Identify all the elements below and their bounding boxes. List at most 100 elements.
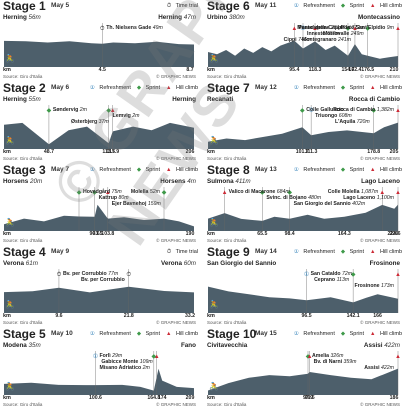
finish-name: Lago Laceno xyxy=(361,178,400,185)
marker-label: Ceprano 113m xyxy=(314,277,349,283)
marker-name: San Giorgio del Sannio xyxy=(293,201,351,207)
stage-panel: Stage 5 May 10 ① Refreshment ◆ Sprint ▲ Hill… xyxy=(2,329,198,409)
marker-elevation: 1,382m xyxy=(376,107,394,113)
marker-label: Bv. per Corrubbio 77m xyxy=(63,271,118,277)
marker-elevation: 241m xyxy=(337,37,351,43)
legend-item-hill_climb: ▲ Hill climb xyxy=(370,85,402,91)
legend-item-sprint: ◆ Sprint xyxy=(340,85,365,91)
marker-elevation: 52m xyxy=(149,189,160,195)
km-tick-label: 4.5 xyxy=(98,67,106,73)
stage-header: Stage 7 May 12 ① Refreshment ◆ Sprint ▲ Hill… xyxy=(206,83,402,95)
stage-date: May 9 xyxy=(51,248,70,255)
source-note: Source: Giro d'Italia xyxy=(207,156,247,161)
km-tick-label: 186 xyxy=(389,395,399,401)
stage-date: May 13 xyxy=(255,166,277,173)
hill-marker-icon: ▲ xyxy=(291,26,297,32)
credit-note: © GRAPHIC NEWS xyxy=(156,156,196,161)
refreshment-marker-icon: ① xyxy=(304,271,309,278)
profile-area xyxy=(208,122,398,149)
stage-date: May 7 xyxy=(51,166,70,173)
start-elevation: 411m xyxy=(235,178,251,185)
km-tick-label: 205 xyxy=(389,149,399,155)
cyclist-icon: 🚴 xyxy=(5,299,15,309)
stage-title: Stage 2 xyxy=(3,83,46,95)
stage-title: Stage 4 xyxy=(3,247,46,259)
legend-item-refreshment: ① Refreshment xyxy=(293,331,335,337)
legend-label: Hill climb xyxy=(174,167,198,173)
marker-name: Innesto xyxy=(307,31,326,37)
stage-legend: ① Refreshment ◆ Sprint ▲ Hill climb xyxy=(84,167,198,173)
start-name: Civitavecchia xyxy=(207,342,248,349)
source-note: Source: Giro d'Italia xyxy=(3,156,43,161)
start-name: Urbino xyxy=(207,14,228,21)
stage-legend: ① Refreshment ◆ Sprint ▲ Hill climb xyxy=(288,167,402,173)
credit-note: © GRAPHIC NEWS xyxy=(360,238,400,243)
marker-elevation: 480m xyxy=(308,195,322,201)
marker-elevation: 29m xyxy=(112,353,123,359)
marker-name: Bv. per Corrubbio xyxy=(62,271,107,277)
legend-label: Sprint xyxy=(144,85,161,91)
credit-note: © GRAPHIC NEWS xyxy=(156,320,196,325)
elevation-profile: 🚴◆ ① ◆ ▲ xyxy=(208,105,401,149)
time_trial-marker-icon: ⏱ xyxy=(57,271,62,278)
marker-name: Montegranaro xyxy=(301,37,337,43)
km-tick-label: 65.5 xyxy=(257,231,268,237)
stage-date: May 6 xyxy=(51,84,70,91)
sprint-marker-icon: ◆ xyxy=(162,190,167,196)
legend-label: Hill climb xyxy=(378,85,402,91)
marker-elevation: 72m xyxy=(342,271,353,277)
start-name: Herning xyxy=(3,96,27,103)
legend-item-sprint: ◆ Sprint xyxy=(136,167,161,173)
marker-label: Frosinone 173m xyxy=(354,283,394,289)
stage-legend: ① Refreshment ◆ Sprint ▲ Hill climb xyxy=(288,85,402,91)
cyclist-icon: 🚴 xyxy=(5,135,15,145)
start-name: Recanati xyxy=(207,96,234,103)
hill-marker-icon: ▲ xyxy=(395,190,401,196)
start-name: Verona xyxy=(3,260,24,267)
marker-elevation: 173m xyxy=(381,283,394,289)
hill-marker-icon: ▲ xyxy=(105,190,111,196)
profile-area xyxy=(4,204,194,231)
stage-legend: ① Refreshment ◆ Sprint ▲ Hill climb xyxy=(84,85,198,91)
stage-header: Stage 5 May 10 ① Refreshment ◆ Sprint ▲ Hill… xyxy=(2,329,198,341)
start-town: Herning 55m xyxy=(3,96,41,103)
start-town: Horsens 20m xyxy=(3,178,42,185)
source-note: Source: Giro d'Italia xyxy=(207,320,247,325)
km-label: km xyxy=(3,67,11,73)
sprint-marker-icon: ◆ xyxy=(47,108,52,114)
stage-title: Stage 10 xyxy=(207,329,257,341)
km-tick-label: 154.7 xyxy=(341,67,355,73)
km-tick-label: 210 xyxy=(389,67,399,73)
km-tick-label: 9.6 xyxy=(55,313,63,319)
legend-label: Sprint xyxy=(144,167,161,173)
km-label: km xyxy=(207,149,215,155)
km-tick-label: 164.3 xyxy=(337,231,351,237)
marker-label: Colle Galluccio xyxy=(306,107,343,113)
legend-label: Hill climb xyxy=(174,331,198,337)
stage-legend: ① Refreshment ◆ Sprint ▲ Hill climb xyxy=(288,3,402,9)
marker-label: Th. Nielsens Gade 49m xyxy=(106,25,163,31)
profile-area xyxy=(208,368,398,395)
stage-date: May 15 xyxy=(255,330,277,337)
legend-label: Time trial xyxy=(174,3,198,9)
marker-elevation: 49m xyxy=(152,25,163,31)
time_trial-marker-icon: ⏱ xyxy=(126,271,131,278)
stage-panel: Stage 7 May 12 ① Refreshment ◆ Sprint ▲ Hill… xyxy=(206,83,402,163)
marker-label: Kattrup 80m xyxy=(99,195,129,201)
sprint-marker-icon: ◆ xyxy=(106,108,111,114)
km-tick-label: 224.6 xyxy=(387,231,401,237)
legend-item-refreshment: ① Refreshment xyxy=(89,85,131,91)
legend-label: Refreshment xyxy=(301,167,335,173)
finish-elevation: 60m xyxy=(183,260,196,267)
marker-name: Cippi xyxy=(283,37,297,43)
sprint-marker-icon: ◆ xyxy=(365,26,370,32)
marker-label: Colle Molella 1,087m xyxy=(328,189,378,195)
km-label: km xyxy=(3,231,11,237)
marker-name: Kattrup xyxy=(98,195,118,201)
finish-name: Herning xyxy=(172,96,196,103)
cyclist-icon: 🚴 xyxy=(209,299,219,309)
legend-label: Hill climb xyxy=(174,85,198,91)
marker-name: Montelupone xyxy=(297,25,330,31)
km-tick-label: 206 xyxy=(185,149,195,155)
marker-label: Hovedgård 75m xyxy=(83,189,122,195)
